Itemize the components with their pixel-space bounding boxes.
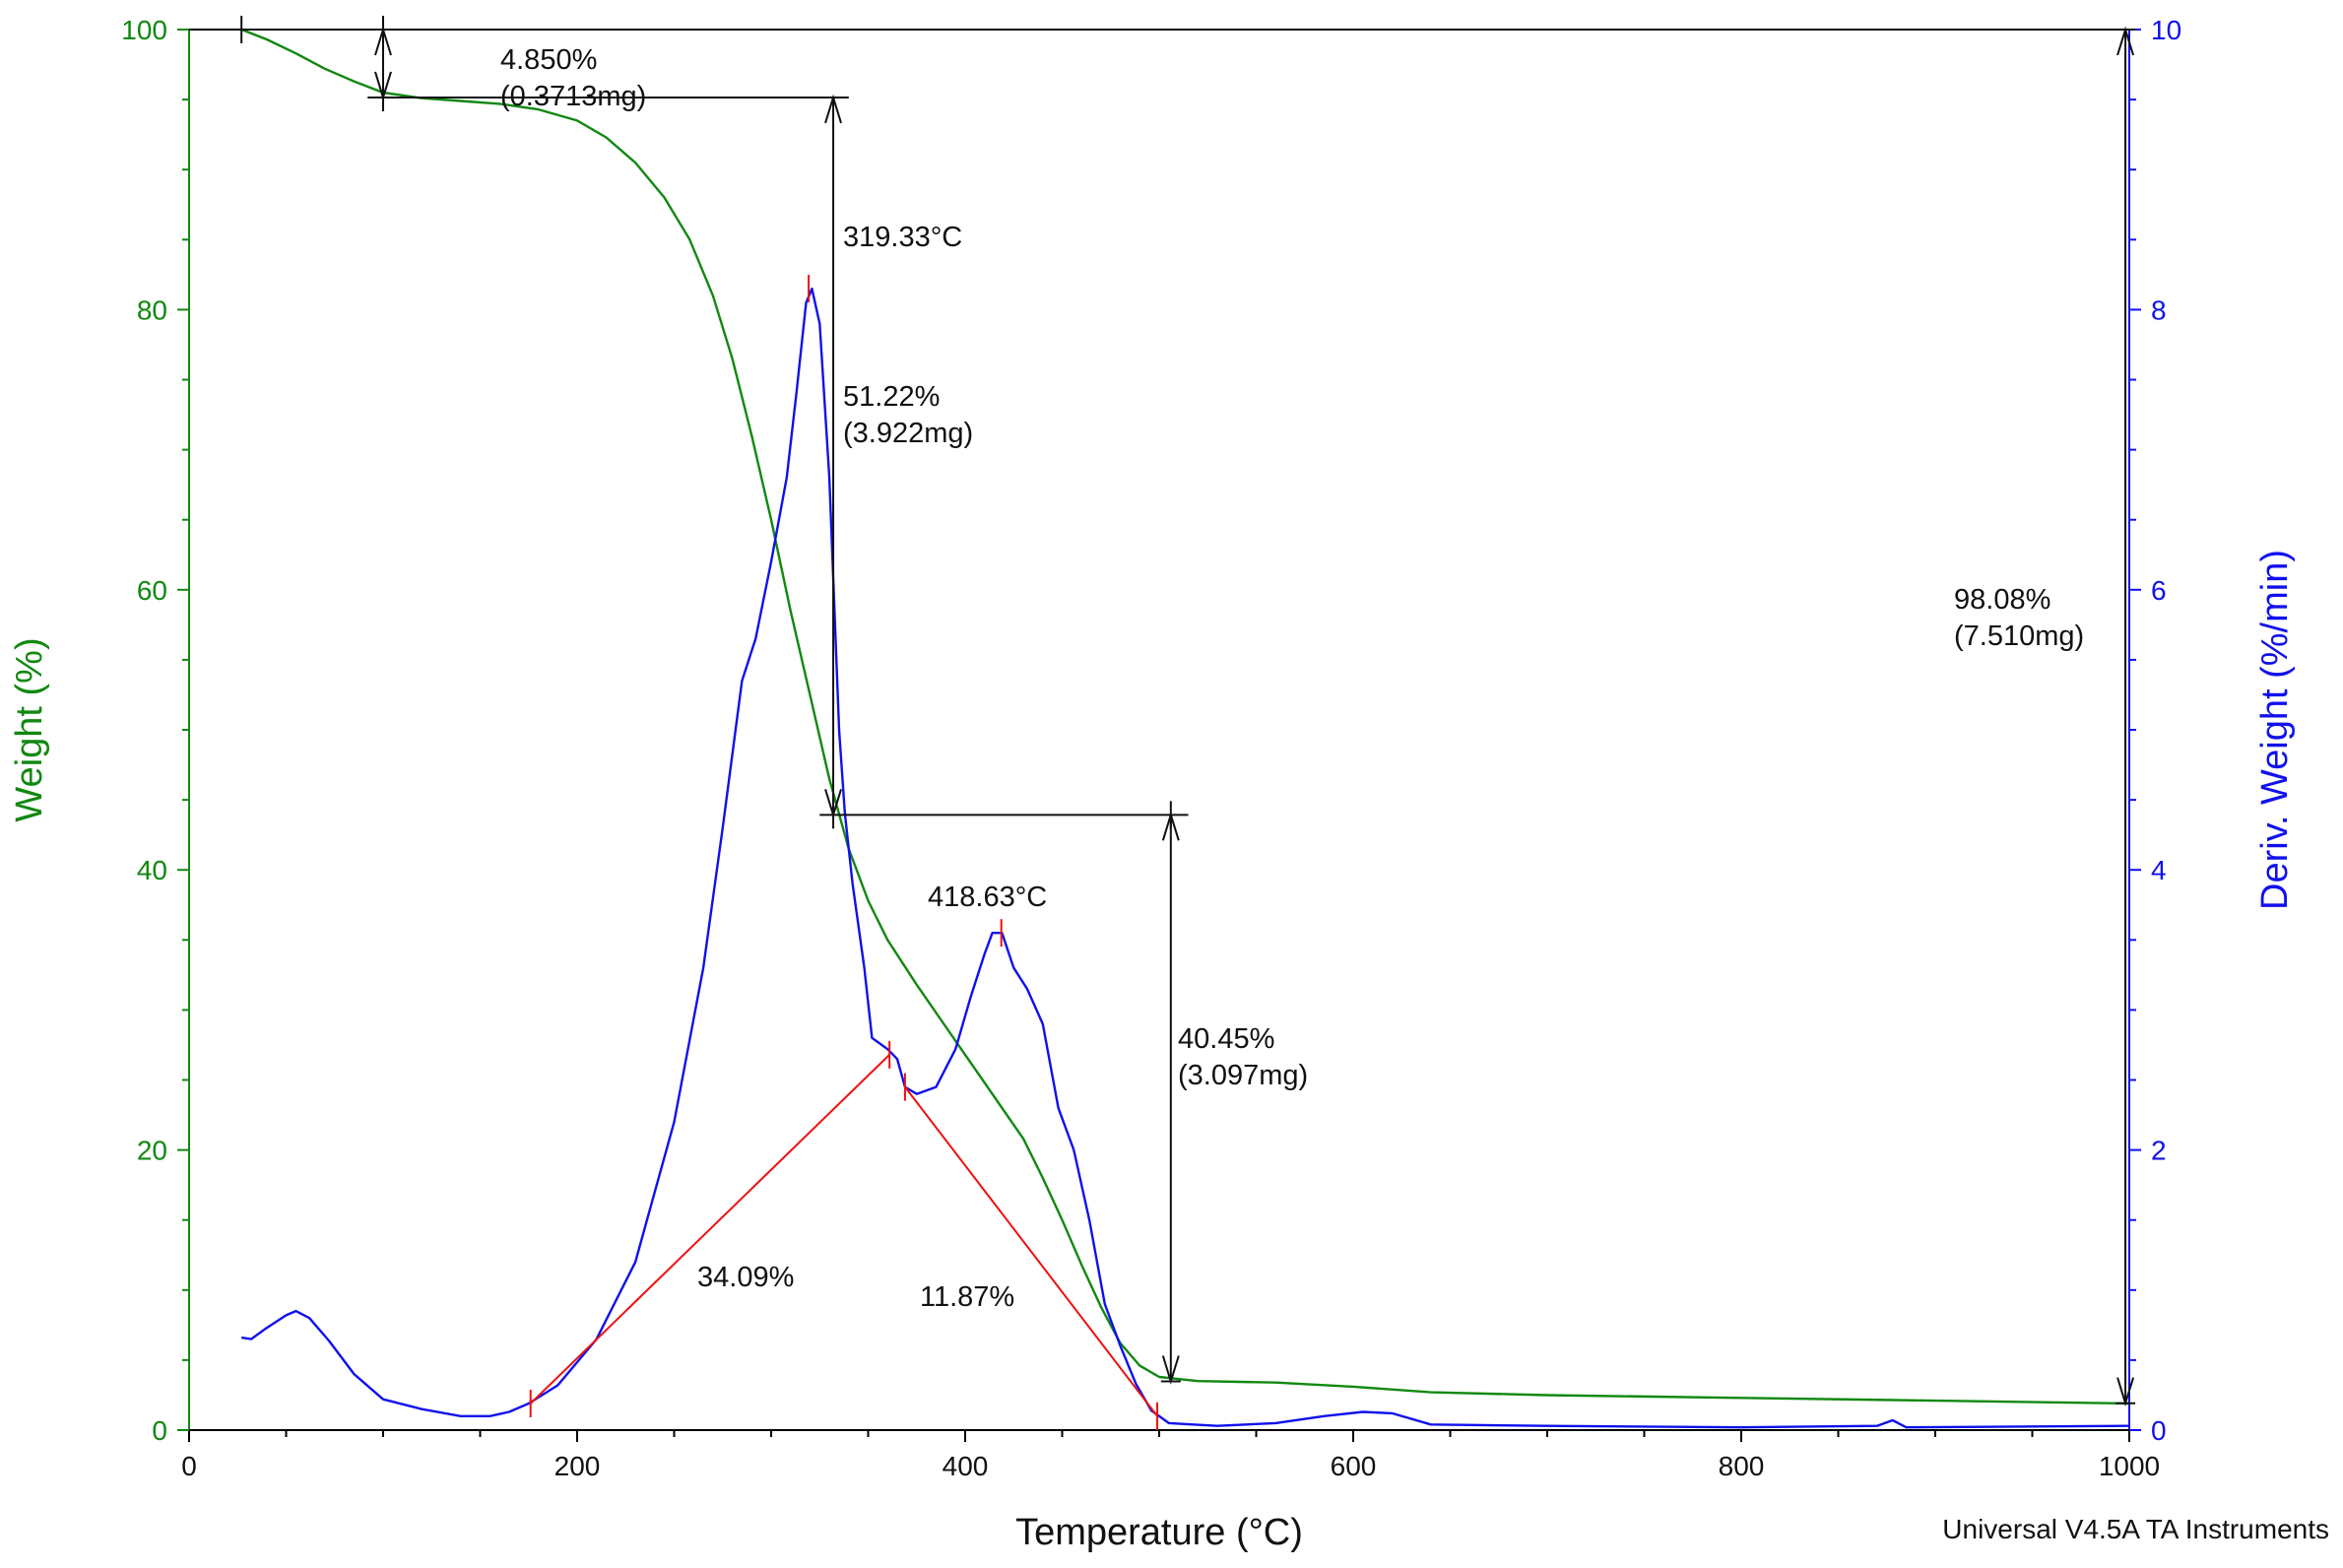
step6-label-line-2: (7.510mg) [1954, 621, 2084, 652]
y-left-tick-label: 20 [137, 1136, 167, 1166]
integration-line [530, 1054, 890, 1405]
y-left-tick-label: 100 [121, 15, 167, 45]
x-tick-label: 1000 [2099, 1451, 2160, 1481]
x-tick-label: 0 [181, 1451, 197, 1481]
step1-label-line-1: 4.850% [500, 44, 597, 76]
y-right-tick-label: 2 [2151, 1136, 2167, 1166]
y-left-axis-title: Weight (%) [9, 637, 50, 821]
x-tick-label: 400 [943, 1451, 989, 1481]
integration-line [904, 1086, 1158, 1417]
area2-label-line-1: 11.87% [920, 1281, 1014, 1313]
step1-label-line-2: (0.3713mg) [500, 81, 646, 112]
step3-label-line-1: 51.22% [843, 381, 940, 413]
y-left-tick-label: 40 [137, 855, 167, 885]
footer-text: Universal V4.5A TA Instruments [1942, 1514, 2329, 1544]
step6-label-line-1: 98.08% [1954, 584, 2050, 616]
step3-arrow-head-up [824, 94, 842, 124]
x-tick-label: 600 [1331, 1451, 1377, 1481]
area1-label-line-1: 34.09% [697, 1262, 794, 1293]
y-right-tick-label: 10 [2151, 15, 2181, 45]
step5-label-line-1: 40.45% [1178, 1023, 1274, 1055]
y-right-tick-label: 0 [2151, 1415, 2167, 1446]
x-axis-title: Temperature (°C) [1015, 1512, 1303, 1553]
y-right-axis-title: Deriv. Weight (%/min) [2254, 550, 2296, 910]
step4-label-line-1: 418.63°C [928, 882, 1047, 913]
step2-label-line-1: 319.33°C [843, 222, 962, 253]
weight-series-line [240, 28, 2130, 1405]
y-right-tick-label: 6 [2151, 575, 2167, 606]
y-right-tick-label: 4 [2151, 855, 2167, 885]
y-left-tick-label: 80 [137, 294, 167, 325]
step3-label-line-2: (3.922mg) [843, 418, 973, 449]
deriv-weight-series-line [241, 287, 2130, 1429]
y-left-tick-label: 60 [137, 575, 167, 606]
x-tick-label: 200 [554, 1451, 601, 1481]
y-right-tick-label: 8 [2151, 294, 2167, 325]
x-tick-label: 800 [1719, 1451, 1765, 1481]
step5-label-line-2: (3.097mg) [1178, 1060, 1308, 1091]
y-left-tick-label: 0 [152, 1415, 167, 1446]
